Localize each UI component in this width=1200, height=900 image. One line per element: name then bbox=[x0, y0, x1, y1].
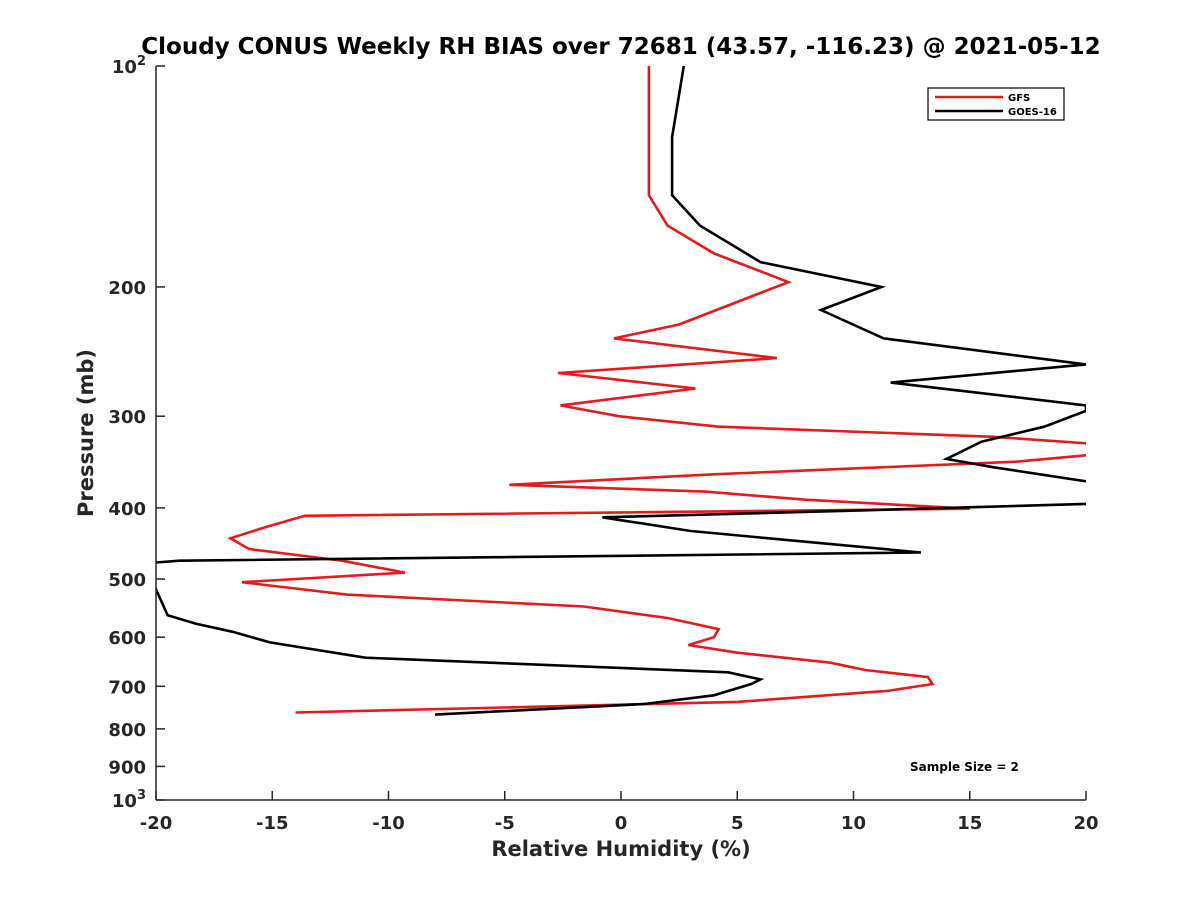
x-tick-label: -15 bbox=[256, 813, 289, 834]
x-tick-label: 20 bbox=[1073, 813, 1098, 834]
y-tick-label: 300 bbox=[108, 407, 146, 428]
legend[interactable]: GFS GOES-16 bbox=[927, 87, 1065, 121]
x-tick-label: 15 bbox=[957, 813, 982, 834]
y-tick-label: 600 bbox=[108, 628, 146, 649]
y-tick-label: 400 bbox=[108, 499, 146, 520]
x-tick-label: 0 bbox=[615, 813, 628, 834]
y-tick-label: 500 bbox=[108, 570, 146, 591]
x-tick-label: -20 bbox=[140, 813, 173, 834]
y-tick-label: 700 bbox=[108, 677, 146, 698]
legend-box bbox=[927, 87, 1065, 121]
series-line-goes-16 bbox=[156, 66, 1086, 716]
legend-label-goes16: GOES-16 bbox=[1008, 107, 1057, 118]
chart-title: Cloudy CONUS Weekly RH BIAS over 72681 (… bbox=[141, 34, 1100, 60]
series-layer bbox=[156, 66, 1086, 716]
x-tick-label: 5 bbox=[731, 813, 744, 834]
sample-size-annotation: Sample Size = 2 bbox=[910, 760, 1019, 774]
x-tick-label: -10 bbox=[372, 813, 405, 834]
y-axis-label: Pressure (mb) bbox=[74, 349, 98, 517]
y-tick-label: 103 bbox=[112, 788, 146, 812]
y-tick-label: 102 bbox=[112, 54, 146, 78]
x-axis-label: Relative Humidity (%) bbox=[491, 837, 750, 861]
y-ticks: 102 200 300 400 500 600 700 800 900 103 bbox=[108, 54, 165, 812]
y-tick-label: 900 bbox=[108, 757, 146, 778]
x-ticks: -20 -15 -10 -5 0 5 10 15 20 bbox=[140, 791, 1099, 834]
series-line-gfs bbox=[227, 66, 1086, 714]
x-tick-label: -5 bbox=[495, 813, 515, 834]
legend-label-gfs: GFS bbox=[1008, 93, 1030, 104]
y-tick-label: 200 bbox=[108, 278, 146, 299]
x-tick-label: 10 bbox=[841, 813, 866, 834]
y-tick-label: 800 bbox=[108, 720, 146, 741]
